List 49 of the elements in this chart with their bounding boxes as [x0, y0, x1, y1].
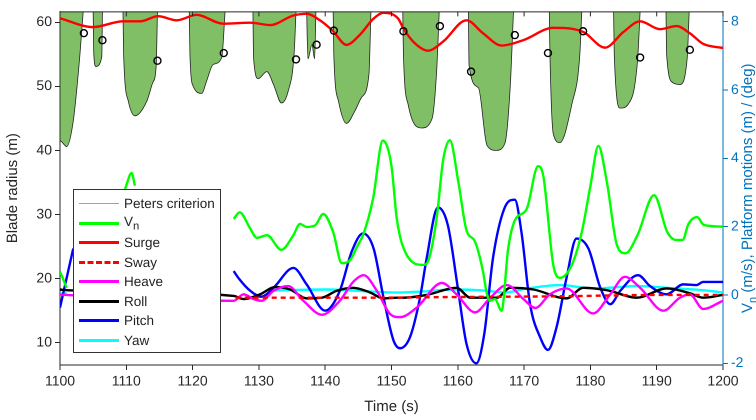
point: [98, 36, 107, 44]
point: [544, 48, 552, 58]
x-tick-label: 1180: [575, 372, 606, 388]
x-tick-label: 1160: [442, 372, 474, 388]
point: [636, 53, 644, 62]
x-tick-label: 1130: [244, 372, 274, 388]
x-tick-label: 1200: [707, 372, 739, 388]
point: [292, 55, 300, 64]
point: [436, 22, 444, 30]
legend-label: Surge: [124, 235, 160, 250]
legend-label: Sway: [124, 254, 158, 270]
legend-label: Yaw: [124, 332, 150, 348]
x-tick-label: 1150: [376, 372, 407, 388]
legend-label: Roll: [124, 294, 148, 309]
y2-axis-title: Vn (m/s), Platform motions (m) / (deg): [739, 63, 756, 313]
x-tick-label: 1190: [642, 372, 672, 388]
x-axis-title: Time (s): [364, 398, 419, 416]
y2-tick-label: 0: [731, 286, 739, 302]
x-tick-label: 1120: [178, 372, 208, 388]
legend-label: V$_{n}$: [124, 214, 140, 233]
point: [399, 27, 408, 36]
y2-tick-label: 8: [731, 12, 739, 29]
y2-tick-label: 2: [731, 217, 739, 234]
x-tick-label: 1170: [509, 372, 540, 388]
y2-tick-label: 6: [731, 80, 739, 97]
y2-tick-label: -2: [731, 354, 744, 370]
point: [578, 27, 588, 36]
y-tick-label: 50: [36, 77, 52, 94]
point: [312, 40, 321, 49]
point: [686, 46, 694, 54]
x-tick-label: 1110: [112, 372, 142, 388]
x-tick-label: 1100: [44, 372, 76, 388]
y-tick-label: 30: [36, 205, 52, 222]
point: [220, 48, 228, 58]
point: [80, 28, 88, 38]
y-tick-label: 40: [36, 141, 52, 158]
point: [510, 30, 520, 40]
point: [330, 26, 338, 35]
y-tick-label: 10: [36, 333, 52, 350]
y-tick-label: 60: [36, 13, 52, 30]
legend-label: Peters criterion: [124, 196, 215, 212]
y-axis-title: Blade radius (m): [4, 133, 22, 244]
y2-tick-label: 4: [731, 149, 739, 166]
y-tick-label: 20: [36, 269, 52, 286]
legend-label: Pitch: [124, 313, 154, 328]
legend-label: Heave: [124, 274, 164, 290]
x-tick-label: 1140: [310, 372, 340, 388]
point: [153, 56, 162, 65]
point: [466, 67, 476, 76]
